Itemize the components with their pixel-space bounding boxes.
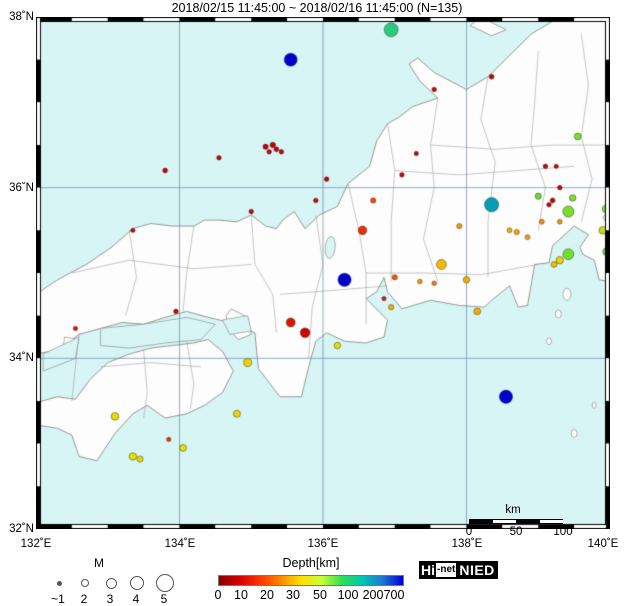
magnitude-circle-3 bbox=[105, 577, 117, 589]
logo-nied-text: NIED bbox=[456, 561, 498, 579]
lon-label-132: 132˚E bbox=[20, 538, 52, 550]
scale-tick-0: 0 bbox=[465, 526, 473, 538]
scale-bar: km 0 50 100 bbox=[461, 504, 581, 546]
depth-tick-50: 50 bbox=[313, 588, 327, 602]
lon-label-140: 140˚E bbox=[587, 538, 619, 550]
scale-tick-100: 100 bbox=[553, 526, 573, 538]
logo-hi-text: Hi bbox=[419, 561, 436, 579]
magnitude-legend-title: M bbox=[94, 556, 104, 570]
depth-tick-30: 30 bbox=[286, 588, 300, 602]
map-container[interactable]: km 0 50 100 bbox=[36, 17, 610, 538]
logo-net-text: -net bbox=[436, 561, 457, 579]
depth-tick-200: 200 bbox=[362, 588, 384, 602]
page-title: 2018/02/15 11:45:00 ~ 2018/02/16 11:45:0… bbox=[171, 1, 463, 15]
hinet-nied-logo[interactable]: Hi -net NIED bbox=[419, 561, 498, 579]
lon-label-134: 134˚E bbox=[164, 538, 196, 550]
depth-tick-700: 700 bbox=[383, 588, 405, 602]
depth-legend: Depth[km] 0 10 20 30 50 100 200 700 bbox=[213, 556, 409, 604]
scale-unit-label: km bbox=[505, 504, 521, 516]
lat-label-32: 32˚N bbox=[9, 523, 34, 535]
magnitude-label-3: 4 bbox=[132, 592, 140, 606]
depth-tick-20: 20 bbox=[260, 588, 274, 602]
depth-tick-10: 10 bbox=[234, 588, 248, 602]
lon-label-138: 138˚E bbox=[451, 538, 483, 550]
magnitude-circle-5 bbox=[156, 574, 174, 592]
depth-legend-title: Depth[km] bbox=[282, 556, 340, 570]
earthquake-map[interactable] bbox=[36, 17, 610, 529]
magnitude-label-0: ~1 bbox=[51, 592, 65, 606]
magnitude-label-4: 5 bbox=[160, 592, 168, 606]
lat-label-34: 34˚N bbox=[9, 352, 34, 364]
depth-colorbar bbox=[218, 575, 404, 586]
magnitude-circle-2 bbox=[81, 579, 89, 587]
lon-label-136: 136˚E bbox=[307, 538, 339, 550]
scale-tick-50: 50 bbox=[509, 526, 523, 538]
magnitude-legend: M ~1 2 3 4 5 bbox=[36, 556, 206, 606]
depth-tick-0: 0 bbox=[214, 588, 222, 602]
scale-track bbox=[469, 519, 563, 524]
lat-label-36: 36˚N bbox=[9, 182, 34, 194]
lat-label-38: 38˚N bbox=[9, 11, 34, 23]
depth-tick-100: 100 bbox=[337, 588, 359, 602]
magnitude-label-2: 3 bbox=[106, 592, 114, 606]
magnitude-label-1: 2 bbox=[80, 592, 88, 606]
magnitude-circle-approx1 bbox=[56, 580, 62, 586]
magnitude-circle-4 bbox=[130, 576, 144, 590]
